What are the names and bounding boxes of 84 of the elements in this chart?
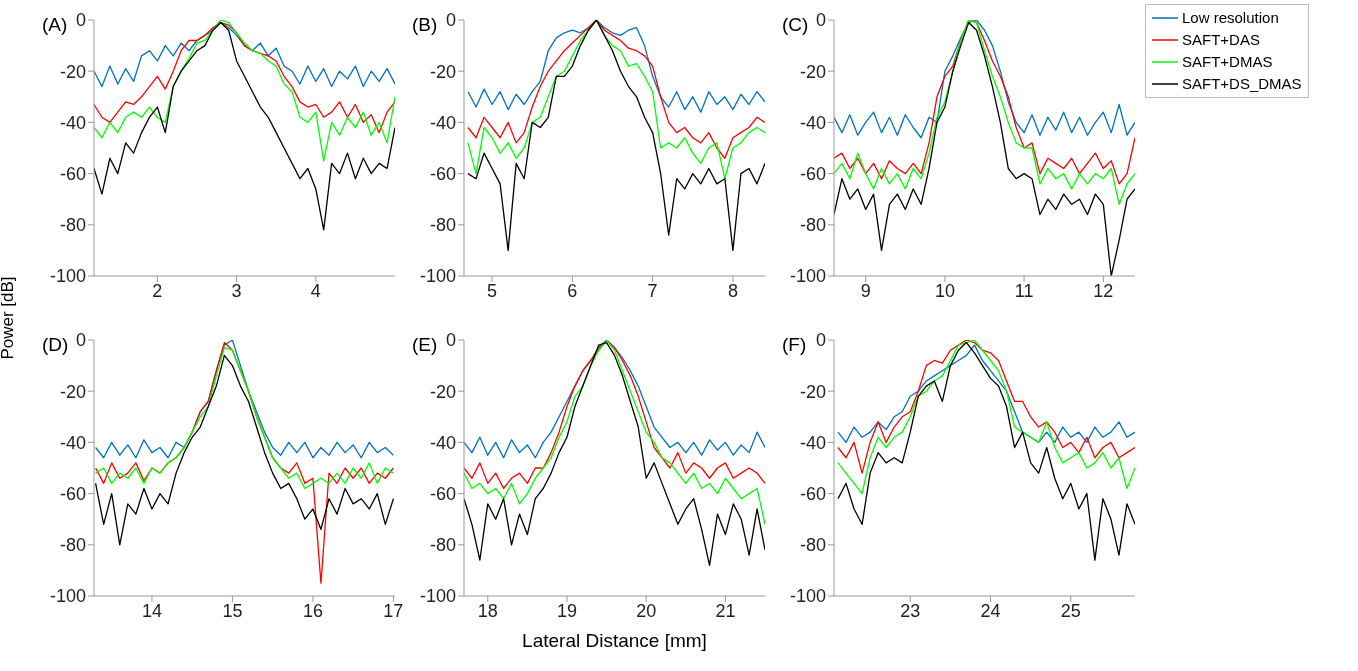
y-tick-label: -100 [49,586,86,607]
line-series [94,21,395,134]
line-series [94,347,395,490]
x-tick-label: 10 [934,280,955,301]
y-tick-label: -40 [799,432,826,453]
x-tick-label: 6 [567,280,578,301]
x-tick-label: 19 [556,600,577,621]
line-series [834,20,1135,139]
chart-title: (A) [42,14,68,36]
y-tick-label: -100 [789,586,826,607]
x-tick-label: 17 [383,600,404,621]
x-tick-label: 9 [860,280,871,301]
line-series [467,20,765,252]
y-tick-label: -40 [59,112,86,133]
y-tick-label: -60 [429,483,456,504]
y-tick-label: -40 [429,432,456,453]
y-tick-label: -100 [419,266,456,287]
y-tick-label: 0 [445,10,456,31]
x-tick-label: 11 [1014,280,1034,301]
y-tick-label: -100 [419,586,456,607]
y-tick-label: 0 [815,10,826,31]
y-tick-label: -20 [429,381,456,402]
line-series [94,21,395,231]
x-tick-label: 16 [302,600,323,621]
y-tick-label: -40 [429,112,456,133]
y-tick-label: 0 [75,330,86,351]
line-series [94,20,395,162]
chart-title: (D) [42,334,69,356]
y-tick-label: -60 [59,483,86,504]
x-tick-label: 12 [1093,280,1114,301]
x-tick-label: 15 [222,600,243,621]
y-tick-label: -80 [59,535,86,556]
x-tick-label: 8 [727,280,738,301]
line-series [464,341,765,566]
legend-label: SAFT+DMAS [1182,52,1273,72]
y-tick-label: -60 [429,163,456,184]
chart-title: (E) [412,334,438,356]
x-tick-label: 24 [980,600,1001,621]
legend-label: SAFT+DAS [1182,30,1260,50]
y-tick-label: -100 [49,266,86,287]
y-tick-label: -60 [799,163,826,184]
y-tick-label: -80 [429,215,456,236]
line-series [467,20,765,113]
line-series [464,340,765,490]
y-axis-title: Power [dB] [0,276,18,360]
y-tick-label: -40 [799,112,826,133]
x-axis-title: Lateral Distance [mm] [522,630,707,652]
y-tick-label: -80 [59,215,86,236]
y-tick-label: -40 [59,432,86,453]
line-series [94,354,395,546]
y-tick-label: 0 [815,330,826,351]
x-tick-label: 3 [231,280,242,301]
y-tick-label: -20 [799,381,826,402]
y-tick-label: -80 [799,535,826,556]
x-tick-label: 5 [487,280,498,301]
x-tick-label: 4 [310,280,321,301]
chart-title: (B) [412,14,438,36]
legend-label: Low resolution [1182,8,1279,28]
chart-title: (C) [782,14,809,36]
y-tick-label: -20 [59,61,86,82]
y-tick-label: -60 [799,483,826,504]
line-series [464,340,765,525]
y-tick-label: -20 [799,61,826,82]
y-tick-label: -100 [789,266,826,287]
x-tick-label: 7 [647,280,658,301]
y-tick-label: -80 [429,535,456,556]
y-tick-label: -80 [799,215,826,236]
y-tick-label: 0 [75,10,86,31]
line-series [94,21,395,88]
y-tick-label: -60 [59,163,86,184]
line-series [837,341,1135,561]
x-tick-label: 25 [1060,600,1081,621]
y-tick-label: -20 [59,381,86,402]
chart-title: (F) [782,334,807,356]
line-series [837,344,1135,444]
x-tick-label: 21 [715,600,736,621]
y-tick-label: -20 [429,61,456,82]
x-tick-label: 14 [141,600,162,621]
legend-label: SAFT+DS_DMAS [1182,74,1302,94]
x-tick-label: 23 [900,600,921,621]
x-tick-label: 18 [477,600,498,621]
x-tick-label: 2 [152,280,163,301]
y-tick-label: 0 [445,330,456,351]
x-tick-label: 20 [636,600,657,621]
